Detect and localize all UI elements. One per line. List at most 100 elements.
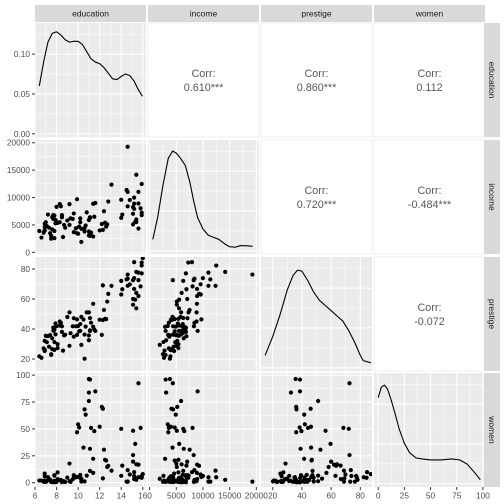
data-point <box>214 263 219 268</box>
x-tick-label: 40 <box>297 491 307 501</box>
data-point <box>73 324 79 329</box>
data-point <box>55 470 60 475</box>
data-point <box>45 475 51 480</box>
data-point <box>84 210 89 215</box>
data-point <box>59 329 65 334</box>
data-point <box>341 479 347 484</box>
data-point <box>198 292 203 297</box>
y-axis-income: 0 5000 10000 15000 20000 <box>7 138 35 257</box>
strip-right-prestige: prestige <box>484 257 500 371</box>
data-point <box>92 214 97 219</box>
scatter-panel-income-education <box>34 140 146 254</box>
data-point <box>42 338 47 343</box>
y-axis-women: 0 25 50 75 100 <box>16 370 35 488</box>
data-point <box>91 234 96 239</box>
data-point <box>168 474 174 479</box>
data-point <box>287 473 292 478</box>
data-point <box>83 412 88 417</box>
data-point <box>62 222 67 228</box>
corr-value: -0.072 <box>414 316 445 328</box>
data-point <box>189 470 195 475</box>
data-point <box>176 328 182 333</box>
data-point <box>127 197 132 203</box>
data-point <box>46 344 52 349</box>
data-point <box>174 333 179 338</box>
data-point <box>178 398 184 404</box>
density-panel-prestige-prestige <box>261 257 372 371</box>
data-point <box>206 475 211 480</box>
data-point <box>170 445 175 450</box>
data-point <box>185 473 190 478</box>
data-point <box>125 272 130 277</box>
x-tick-label: 8 <box>54 491 59 501</box>
data-point <box>167 376 172 382</box>
corr-value: -0.484*** <box>408 199 452 211</box>
data-point <box>132 201 137 206</box>
data-point <box>274 479 279 485</box>
corr-panel-education-prestige: Corr: 0.860*** <box>260 22 373 138</box>
y-tick-label: 75 <box>21 397 31 407</box>
y-tick-label: 60 <box>21 294 31 304</box>
data-point <box>166 333 171 338</box>
strip-top-prestige: prestige <box>261 5 372 22</box>
data-point <box>42 228 47 233</box>
data-point <box>125 204 130 209</box>
density-panel-income-income <box>148 140 259 254</box>
y-tick-label: 20000 <box>7 138 30 148</box>
data-point <box>172 425 177 430</box>
data-point <box>305 479 310 484</box>
data-point <box>58 477 63 483</box>
data-point <box>67 479 72 484</box>
data-point <box>302 412 307 417</box>
y-tick-label: 0.10 <box>14 49 31 59</box>
data-point <box>163 328 168 334</box>
data-point <box>206 479 211 484</box>
data-point <box>39 355 44 360</box>
data-point <box>87 377 93 382</box>
data-point <box>67 461 72 466</box>
data-point <box>100 317 105 323</box>
data-point <box>170 407 176 412</box>
data-point <box>119 426 124 431</box>
data-point <box>82 332 87 337</box>
data-point <box>206 270 211 275</box>
strip-top-income: income <box>148 5 259 22</box>
data-point <box>206 283 211 288</box>
data-point <box>174 464 179 470</box>
data-point <box>78 216 83 221</box>
density-panel-education-education <box>34 23 146 137</box>
data-point <box>163 352 168 358</box>
data-point <box>162 456 168 461</box>
data-point <box>186 310 191 315</box>
data-point <box>105 464 110 470</box>
x-tick-label: 20000 <box>245 491 268 501</box>
data-point <box>76 422 81 427</box>
data-point <box>170 314 175 319</box>
data-point <box>53 321 58 326</box>
data-point <box>105 299 110 304</box>
data-point <box>161 473 166 478</box>
data-point <box>67 202 72 207</box>
data-point <box>65 314 70 320</box>
data-point <box>78 321 83 327</box>
y-tick-label: 25 <box>21 451 31 461</box>
data-point <box>37 228 42 234</box>
corr-label: Corr: <box>192 68 216 80</box>
data-point <box>195 328 200 334</box>
data-point <box>316 398 321 404</box>
corr-label: Corr: <box>418 302 442 314</box>
data-point <box>185 459 190 464</box>
strip-top-women: women <box>374 5 485 22</box>
x-tick-label: 10 <box>73 491 83 501</box>
data-point <box>119 473 124 478</box>
data-point <box>91 456 96 461</box>
x-tick-label: 75 <box>452 491 462 501</box>
scatter-panel-women-education <box>34 373 146 487</box>
data-point <box>139 473 144 479</box>
data-point <box>283 461 288 466</box>
data-point <box>84 310 89 315</box>
data-point <box>166 425 171 430</box>
data-point <box>250 272 255 277</box>
data-point <box>348 479 353 484</box>
corr-label: Corr: <box>305 185 329 197</box>
